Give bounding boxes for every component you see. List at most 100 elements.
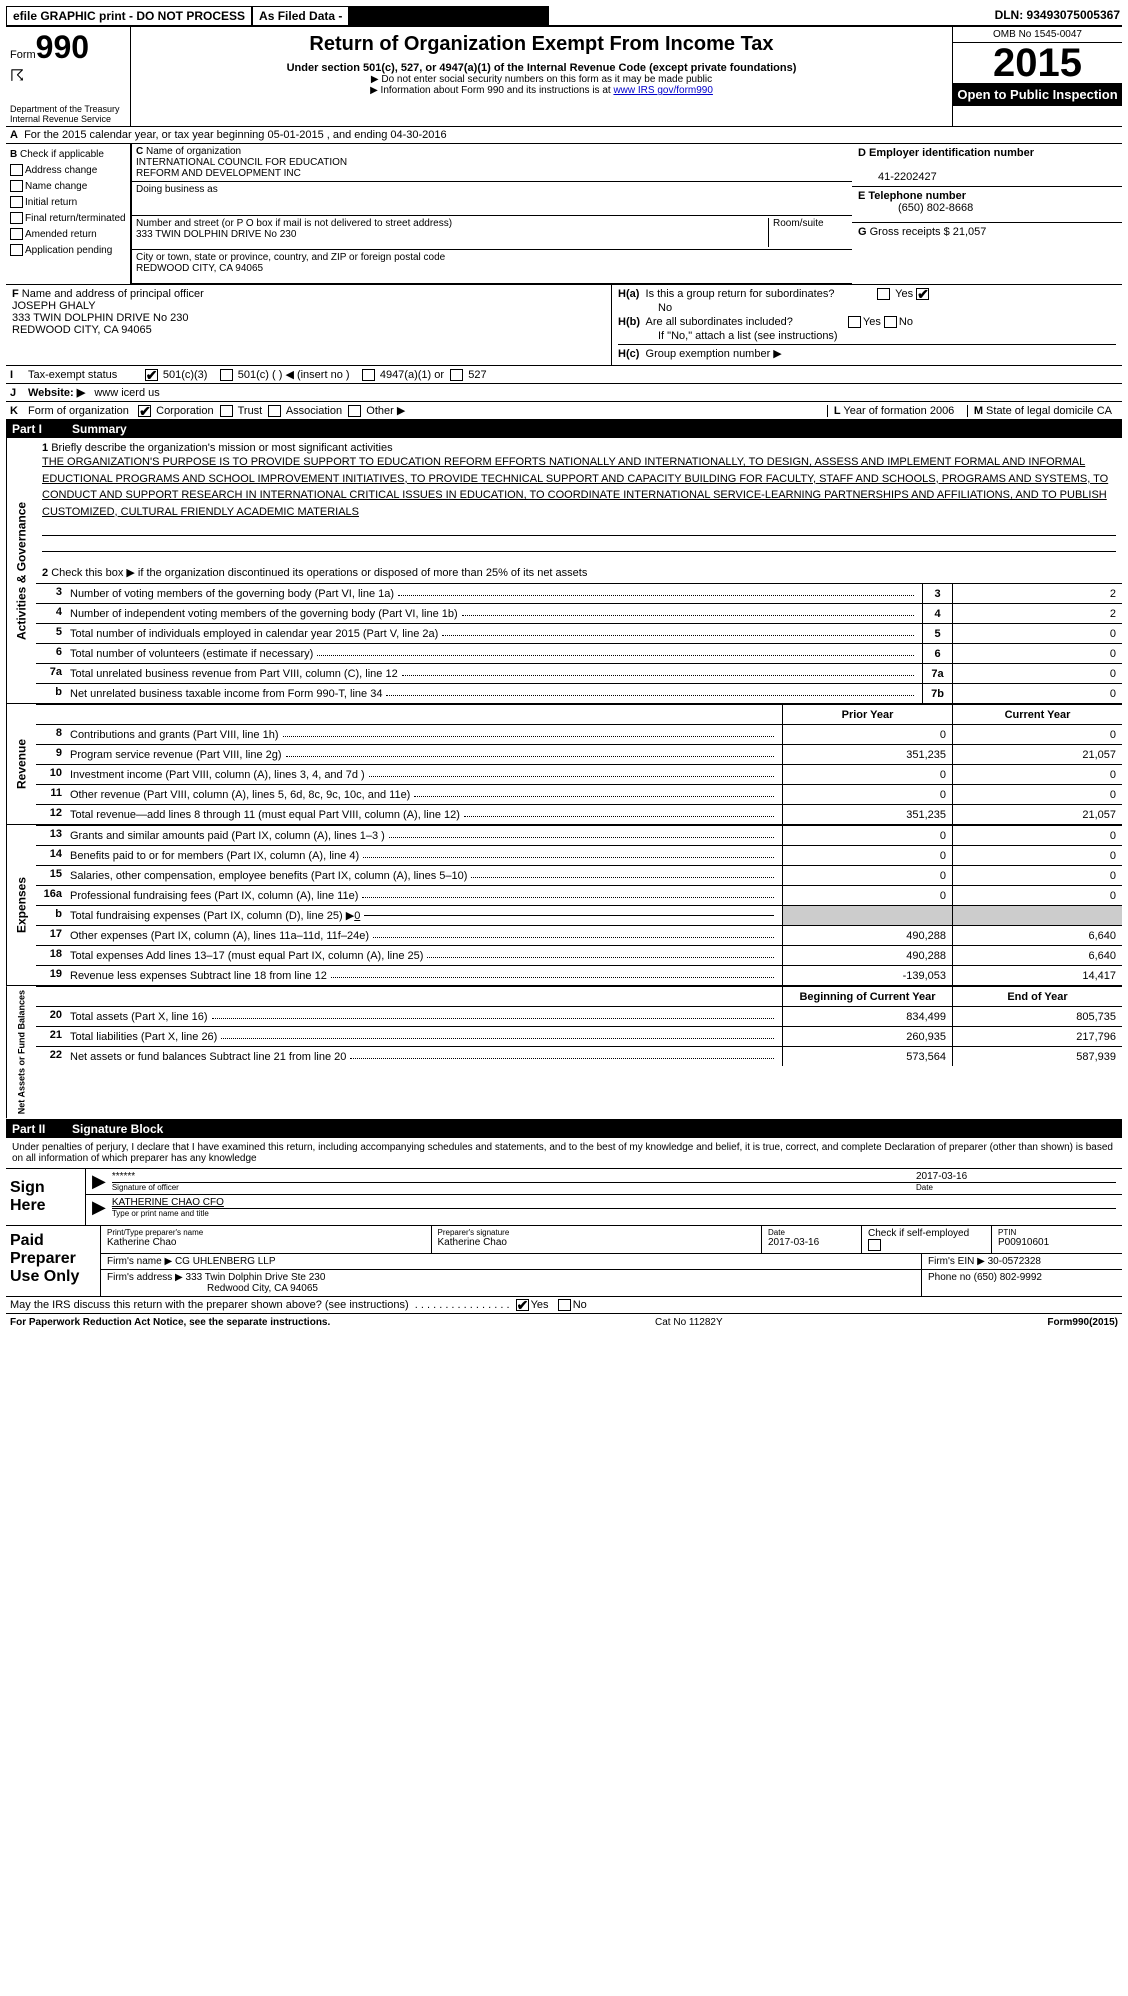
form-header: Form990 ☈ Department of the Treasury Int…	[6, 27, 1122, 127]
chk-corp[interactable]	[138, 405, 151, 417]
black-strip	[349, 6, 549, 25]
col-c: C Name of organization INTERNATIONAL COU…	[131, 144, 852, 284]
efile-label: efile GRAPHIC print - DO NOT PROCESS	[6, 6, 252, 25]
dept-label: Department of the Treasury	[10, 104, 126, 114]
chk-discuss-yes[interactable]	[516, 1299, 529, 1311]
dba-box: Doing business as	[131, 182, 852, 216]
b-label: B	[10, 149, 17, 160]
prior-year-header: Prior Year	[782, 705, 952, 724]
note1: ▶ Do not enter social security numbers o…	[135, 74, 948, 85]
current-year-header: Current Year	[952, 705, 1122, 724]
preparer-date: 2017-03-16	[768, 1237, 819, 1248]
activity-row: 6 Total number of volunteers (estimate i…	[36, 643, 1122, 663]
data-row: 22 Net assets or fund balances Subtract …	[36, 1046, 1122, 1066]
chk-ha-no[interactable]	[916, 288, 929, 300]
data-row: 20 Total assets (Part X, line 16) 834,49…	[36, 1006, 1122, 1026]
data-row: 11 Other revenue (Part VIII, column (A),…	[36, 784, 1122, 804]
chk-discuss-no[interactable]	[558, 1299, 571, 1311]
chk-527[interactable]	[450, 369, 463, 381]
chk-name[interactable]	[10, 180, 23, 192]
org-city: REDWOOD CITY, CA 94065	[136, 263, 263, 274]
section-fh: F Name and address of principal officer …	[6, 285, 1122, 366]
org-name1: INTERNATIONAL COUNCIL FOR EDUCATION	[136, 157, 347, 168]
tax-year: 2015	[953, 43, 1122, 83]
chk-501c[interactable]	[220, 369, 233, 381]
section-bcd: B Check if applicable Address change Nam…	[6, 144, 1122, 285]
data-row: 19 Revenue less expenses Subtract line 1…	[36, 965, 1122, 985]
data-row: 8 Contributions and grants (Part VIII, l…	[36, 724, 1122, 744]
chk-amended[interactable]	[10, 228, 23, 240]
chk-self-employed[interactable]	[868, 1239, 881, 1251]
top-bar: efile GRAPHIC print - DO NOT PROCESS As …	[6, 6, 1122, 27]
col-b: B Check if applicable Address change Nam…	[6, 144, 131, 284]
part2-header: Part II Signature Block	[6, 1120, 1122, 1138]
data-row: 12 Total revenue—add lines 8 through 11 …	[36, 804, 1122, 824]
firm-phone: (650) 802-9992	[974, 1272, 1042, 1283]
part1-header: Part I Summary	[6, 420, 1122, 438]
vtab-revenue: Revenue	[6, 704, 36, 824]
chk-ha-yes[interactable]	[877, 288, 890, 300]
sig-stars: ******	[112, 1171, 135, 1182]
end-year-header: End of Year	[952, 987, 1122, 1006]
chk-hb-yes[interactable]	[848, 316, 861, 328]
row-a-label: A	[10, 129, 18, 141]
chk-other[interactable]	[348, 405, 361, 417]
header-left: Form990 ☈ Department of the Treasury Int…	[6, 27, 131, 126]
form-subtitle: Under section 501(c), 527, or 4947(a)(1)…	[135, 62, 948, 74]
footer-left: For Paperwork Reduction Act Notice, see …	[10, 1317, 330, 1328]
activity-row: 3 Number of voting members of the govern…	[36, 583, 1122, 603]
org-name2: REFORM AND DEVELOPMENT INC	[136, 168, 301, 179]
open-inspection: Open to Public Inspection	[953, 83, 1122, 106]
data-row: 13 Grants and similar amounts paid (Part…	[36, 825, 1122, 845]
row-j: J Website: ▶ www icerd us	[6, 384, 1122, 402]
begin-year-header: Beginning of Current Year	[782, 987, 952, 1006]
officer-name: JOSEPH GHALY	[12, 300, 96, 312]
chk-hb-no[interactable]	[884, 316, 897, 328]
org-address: 333 TWIN DOLPHIN DRIVE No 230	[136, 229, 296, 240]
data-row: 16a Professional fundraising fees (Part …	[36, 885, 1122, 905]
note2: ▶ Information about Form 990 and its ins…	[370, 85, 613, 96]
sig-date: 2017-03-16	[916, 1171, 967, 1182]
chk-pending[interactable]	[10, 244, 23, 256]
chk-address[interactable]	[10, 164, 23, 176]
sign-here-row: Sign Here ▶ ****** Signature of officer …	[6, 1169, 1122, 1226]
discuss-row: May the IRS discuss this return with the…	[6, 1297, 1122, 1314]
firm-ein: 30-0572328	[988, 1256, 1041, 1267]
header-center: Return of Organization Exempt From Incom…	[131, 27, 952, 126]
data-row: 21 Total liabilities (Part X, line 26) 2…	[36, 1026, 1122, 1046]
preparer-name: Katherine Chao	[107, 1237, 177, 1248]
preparer-sig: Katherine Chao	[438, 1237, 508, 1248]
col-f: F Name and address of principal officer …	[6, 285, 612, 365]
preparer-row: Paid Preparer Use Only Print/Type prepar…	[6, 1226, 1122, 1297]
dln-label: DLN: 93493075005367	[989, 6, 1122, 25]
chk-assoc[interactable]	[268, 405, 281, 417]
form-title: Return of Organization Exempt From Incom…	[135, 33, 948, 56]
activities-section: Activities & Governance 1 Briefly descri…	[6, 438, 1122, 704]
row-i: I Tax-exempt status 501(c)(3) 501(c) ( )…	[6, 366, 1122, 384]
ein: 41-2202427	[878, 171, 937, 183]
officer-name-title: KATHERINE CHAO CFO	[112, 1197, 224, 1208]
vtab-netassets: Net Assets or Fund Balances	[6, 986, 36, 1118]
row-a: A For the 2015 calendar year, or tax yea…	[6, 127, 1122, 144]
irs-label: Internal Revenue Service	[10, 114, 126, 124]
expense-row-b: b Total fundraising expenses (Part IX, c…	[36, 905, 1122, 925]
data-row: 14 Benefits paid to or for members (Part…	[36, 845, 1122, 865]
firm-addr2: Redwood City, CA 94065	[207, 1283, 318, 1294]
irs-link[interactable]: www IRS gov/form990	[613, 85, 712, 96]
vtab-expenses: Expenses	[6, 825, 36, 985]
chk-initial[interactable]	[10, 196, 23, 208]
perjury-text: Under penalties of perjury, I declare th…	[6, 1138, 1122, 1169]
data-row: 17 Other expenses (Part IX, column (A), …	[36, 925, 1122, 945]
firm-name: CG UHLENBERG LLP	[175, 1256, 276, 1267]
website: www icerd us	[94, 387, 159, 399]
firm-addr1: 333 Twin Dolphin Drive Ste 230	[186, 1272, 326, 1283]
data-row: 15 Salaries, other compensation, employe…	[36, 865, 1122, 885]
footer: For Paperwork Reduction Act Notice, see …	[6, 1314, 1122, 1331]
mission-text: THE ORGANIZATION'S PURPOSE IS TO PROVIDE…	[42, 456, 1108, 518]
activity-row: 7a Total unrelated business revenue from…	[36, 663, 1122, 683]
chk-trust[interactable]	[220, 405, 233, 417]
chk-501c3[interactable]	[145, 369, 158, 381]
chk-final[interactable]	[10, 212, 23, 224]
form-prefix: Form	[10, 49, 36, 61]
chk-4947[interactable]	[362, 369, 375, 381]
